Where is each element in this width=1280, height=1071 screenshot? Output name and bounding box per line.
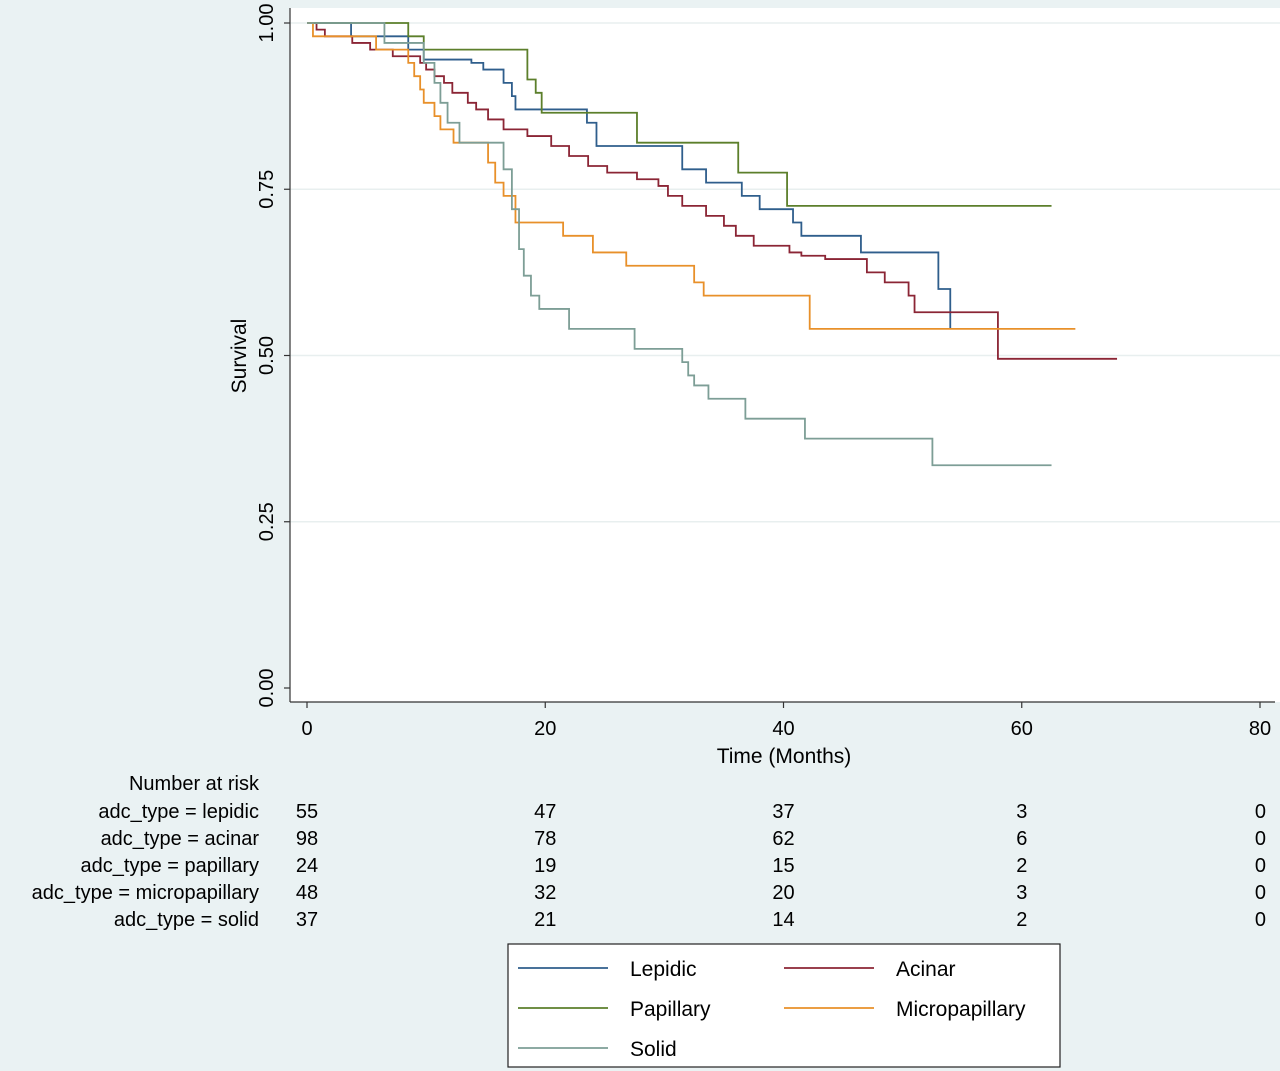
y-tick-label: 0.00 — [256, 669, 278, 708]
x-axis-title: Time (Months) — [717, 745, 852, 768]
risk-value: 98 — [296, 828, 318, 850]
tick-labels: 0.00 0.25 0.50 0.75 1.00 0 20 40 60 80 — [256, 4, 1271, 740]
legend-label-acinar: Acinar — [896, 958, 956, 981]
risk-row-label: adc_type = lepidic — [98, 801, 259, 823]
series-line-solid — [307, 22, 1052, 467]
risk-row-label: adc_type = solid — [114, 909, 259, 931]
x-tick-label: 40 — [772, 718, 794, 740]
risk-value: 0 — [1255, 882, 1266, 904]
risk-value: 32 — [534, 882, 556, 904]
risk-value: 48 — [296, 882, 318, 904]
risk-value: 20 — [772, 882, 794, 904]
risk-value: 37 — [296, 909, 318, 931]
risk-value: 47 — [534, 801, 556, 823]
risk-value: 37 — [772, 801, 794, 823]
risk-row-label: adc_type = papillary — [81, 855, 259, 877]
risk-row-label: adc_type = acinar — [101, 828, 260, 850]
grid-lines — [290, 22, 1280, 523]
risk-value: 15 — [772, 855, 794, 877]
series-line-micropapillary — [307, 22, 1076, 330]
y-tick-label: 0.50 — [256, 336, 278, 375]
risk-value: 78 — [534, 828, 556, 850]
y-tick-label: 1.00 — [256, 4, 278, 43]
legend-label-solid: Solid — [630, 1038, 677, 1061]
risk-value: 0 — [1255, 909, 1266, 931]
y-tick-label: 0.25 — [256, 502, 278, 541]
risk-row-label: adc_type = micropapillary — [32, 882, 259, 904]
risk-table: Number at risk adc_type = lepidic 55 47 37 3… — [32, 773, 1266, 931]
risk-value: 19 — [534, 855, 556, 877]
x-tick-label: 20 — [534, 718, 556, 740]
risk-value: 0 — [1255, 828, 1266, 850]
series-line-papillary — [307, 22, 1052, 207]
risk-value: 2 — [1016, 909, 1027, 931]
series-line-lepidic — [307, 22, 952, 329]
risk-value: 3 — [1016, 882, 1027, 904]
y-axis-title: Survival — [228, 319, 251, 394]
x-tick-label: 60 — [1011, 718, 1033, 740]
axes — [284, 8, 1275, 708]
legend-label-micropapillary: Micropapillary — [896, 998, 1026, 1021]
legend-label-papillary: Papillary — [630, 998, 711, 1021]
legend: Lepidic Acinar Papillary Micropapillary Soli… — [507, 943, 1061, 1068]
risk-value: 0 — [1255, 855, 1266, 877]
risk-value: 6 — [1016, 828, 1027, 850]
risk-value: 62 — [772, 828, 794, 850]
series-line-acinar — [307, 22, 1118, 360]
risk-table-title: Number at risk — [129, 773, 260, 795]
y-tick-label: 0.75 — [256, 170, 278, 209]
risk-value: 2 — [1016, 855, 1027, 877]
risk-value: 3 — [1016, 801, 1027, 823]
risk-value: 21 — [534, 909, 556, 931]
legend-label-lepidic: Lepidic — [630, 958, 697, 981]
legend-box — [507, 943, 1061, 1068]
risk-value: 55 — [296, 801, 318, 823]
risk-value: 0 — [1255, 801, 1266, 823]
x-tick-label: 80 — [1249, 718, 1271, 740]
risk-value: 14 — [772, 909, 794, 931]
risk-value: 24 — [296, 855, 318, 877]
x-tick-label: 0 — [301, 718, 312, 740]
series-lines — [307, 22, 1118, 467]
